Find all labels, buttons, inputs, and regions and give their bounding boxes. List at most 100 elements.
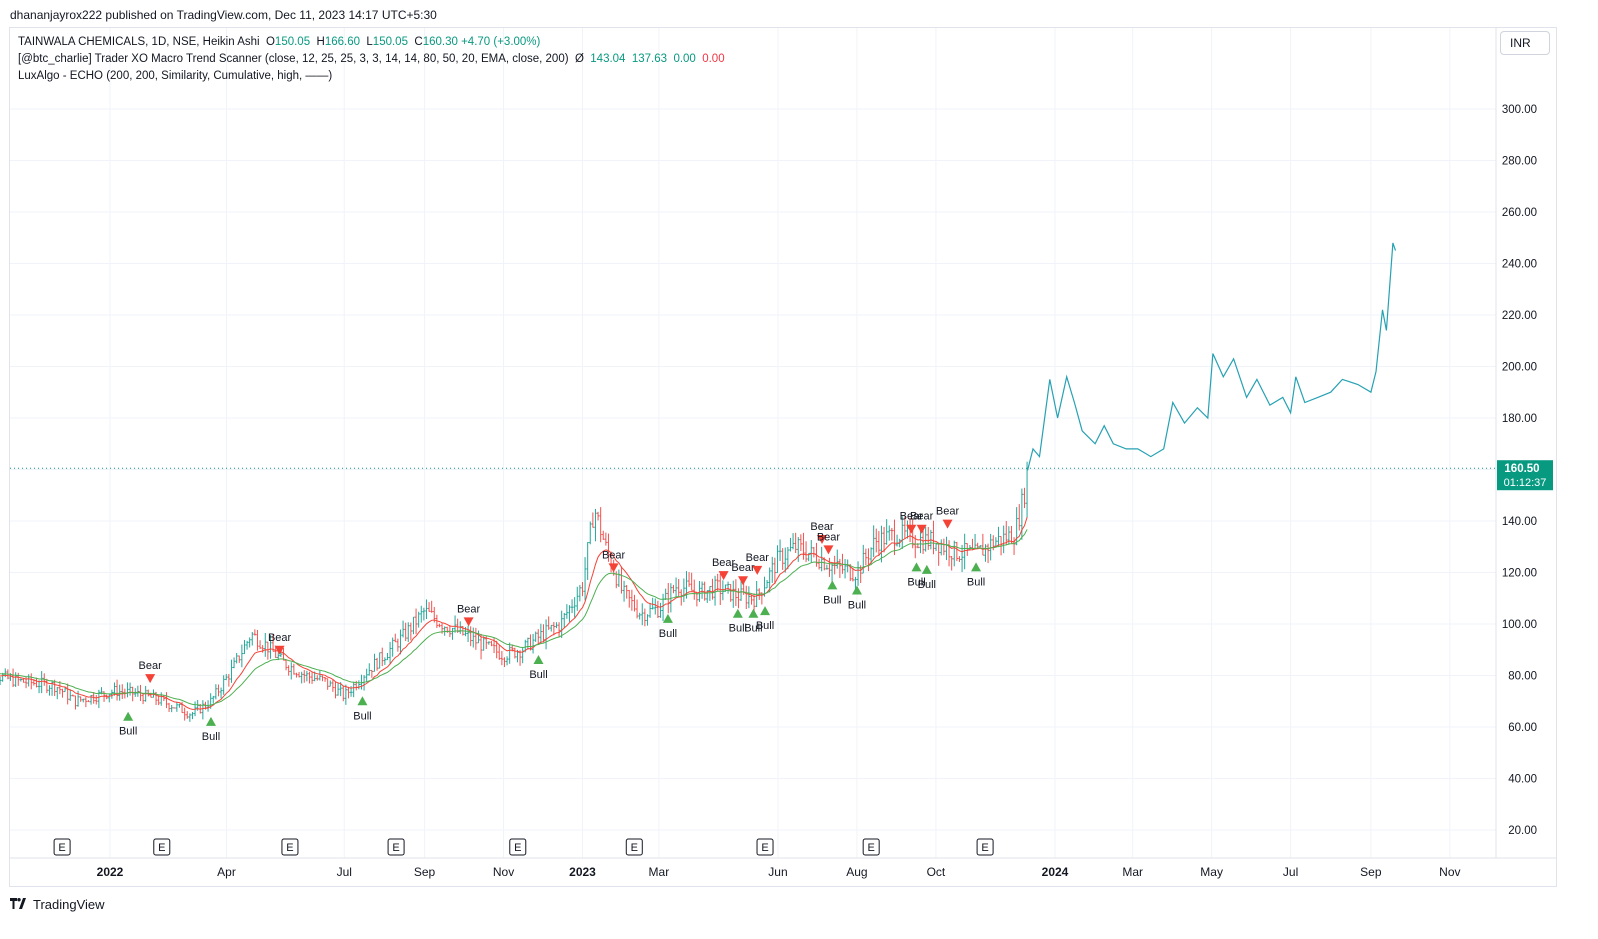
y-tick-label: 100.00 [1502, 619, 1537, 631]
bear-signal-marker [906, 524, 917, 534]
x-tick-label: Jul [1283, 865, 1298, 879]
bear-signal-marker [463, 617, 474, 627]
earnings-marker-label: E [58, 842, 65, 854]
bull-signal-label: Bull [119, 726, 137, 738]
earnings-marker [756, 838, 774, 856]
x-tick-label: 2024 [1042, 865, 1069, 879]
bull-signal-label: Bull [967, 576, 985, 588]
earnings-marker-label: E [392, 842, 399, 854]
bull-signal-marker [921, 564, 932, 574]
bear-signal-marker [274, 645, 285, 655]
bull-signal-marker [827, 580, 838, 590]
high-label: H [316, 36, 325, 48]
bull-signal-marker [732, 608, 743, 618]
y-tick-label: 200.00 [1502, 362, 1537, 374]
bull-signal-marker [911, 562, 922, 572]
bear-signal-label: Bear [602, 549, 626, 561]
y-tick-label: 140.00 [1502, 516, 1537, 528]
y-tick-label: 20.00 [1508, 825, 1537, 837]
close-value: 160.30 [422, 36, 458, 48]
low-label: L [366, 36, 373, 48]
close-label: C [414, 36, 423, 48]
x-tick-label: 2022 [97, 865, 124, 879]
x-tick-label: May [1200, 865, 1223, 879]
bear-signal-marker [916, 524, 927, 534]
bull-signal-label: Bull [823, 594, 841, 606]
bear-signal-label: Bear [268, 632, 292, 644]
current-price-badge [1497, 460, 1553, 491]
bull-signal-label: Bull [848, 600, 866, 612]
low-value: 150.05 [372, 36, 408, 48]
earnings-marker [53, 838, 71, 856]
indicator-echo-row[interactable]: LuxAlgo - ECHO (200, 200, Similarity, Cu… [18, 68, 725, 85]
currency-selector[interactable]: INR [1500, 31, 1550, 55]
bull-signal-label: Bull [353, 710, 371, 722]
bull-signal-marker [662, 613, 673, 623]
bear-signal-marker [738, 576, 749, 586]
symbol-title[interactable]: TAINWALA CHEMICALS, 1D, NSE, Heikin Ashi [18, 36, 260, 48]
x-tick-label: Nov [1439, 865, 1460, 879]
earnings-marker-label: E [158, 842, 165, 854]
x-tick-label: Apr [217, 865, 236, 879]
x-tick-label: Jul [337, 865, 352, 879]
earnings-marker-label: E [761, 842, 768, 854]
x-tick-label: Oct [927, 865, 946, 879]
earnings-marker [976, 838, 994, 856]
tradingview-logo[interactable]: TradingView [10, 896, 105, 912]
bull-signal-marker [123, 711, 134, 721]
indicator-trader-xo-title[interactable]: [@btc_charlie] Trader XO Macro Trend Sca… [18, 53, 569, 65]
indicator-trader-xo-row[interactable]: [@btc_charlie] Trader XO Macro Trend Sca… [18, 51, 725, 68]
x-tick-label: 2023 [569, 865, 596, 879]
current-price-value: 160.50 [1504, 463, 1539, 475]
bull-signal-label: Bull [529, 669, 547, 681]
bull-signal-marker [533, 655, 544, 665]
x-tick-label: Mar [649, 865, 670, 879]
indicator-value-4: 0.00 [702, 53, 725, 65]
y-tick-label: 300.00 [1502, 104, 1537, 116]
x-tick-label: Sep [1360, 865, 1382, 879]
bear-signal-label: Bear [731, 562, 755, 574]
indicator-value-1: 143.04 [590, 53, 626, 65]
bull-signal-label: Bull [744, 623, 762, 635]
earnings-marker-label: E [631, 842, 638, 854]
earnings-marker-label: E [981, 842, 988, 854]
ema-fast-line [0, 517, 1028, 710]
bull-signal-marker [760, 606, 771, 616]
y-tick-label: 180.00 [1502, 413, 1537, 425]
bull-signal-label: Bull [659, 628, 677, 640]
bear-signal-label: Bear [712, 557, 736, 569]
earnings-marker-label: E [514, 842, 521, 854]
bull-signal-marker [205, 716, 216, 726]
change-value: +4.70 (+3.00%) [461, 36, 541, 48]
bear-signal-label: Bear [900, 511, 924, 523]
bear-signal-marker [145, 674, 156, 684]
y-tick-label: 60.00 [1508, 722, 1537, 734]
indicator-echo-title[interactable]: LuxAlgo - ECHO (200, 200, Similarity, Cu… [18, 70, 333, 82]
ema-slow-line [0, 529, 1028, 707]
bull-signal-label: Bull [907, 576, 925, 588]
bear-signal-marker [608, 563, 619, 573]
x-tick-label: Jun [768, 865, 787, 879]
x-tick-label: Aug [846, 865, 867, 879]
bear-signal-marker [823, 545, 834, 555]
bear-signal-marker [718, 571, 729, 581]
bear-signal-label: Bear [457, 603, 481, 615]
earnings-marker [281, 838, 299, 856]
high-value: 166.60 [324, 36, 360, 48]
current-price-countdown: 01:12:37 [1504, 477, 1547, 489]
bull-signal-marker [357, 696, 368, 706]
bull-signal-label: Bull [729, 623, 747, 635]
symbol-legend-row[interactable]: TAINWALA CHEMICALS, 1D, NSE, Heikin Ashi… [18, 34, 725, 51]
y-tick-label: 220.00 [1502, 310, 1537, 322]
y-tick-label: 280.00 [1502, 156, 1537, 168]
bear-signal-label: Bear [817, 531, 841, 543]
bull-signal-marker [971, 562, 982, 572]
tradingview-logo-icon [10, 896, 28, 912]
indicator-value-3: 0.00 [673, 53, 696, 65]
bear-signal-label: Bear [139, 660, 163, 672]
earnings-marker [509, 838, 527, 856]
indicator-value-2: 137.63 [631, 53, 668, 65]
bull-signal-marker [851, 585, 862, 595]
echo-projection-line [1027, 242, 1397, 470]
